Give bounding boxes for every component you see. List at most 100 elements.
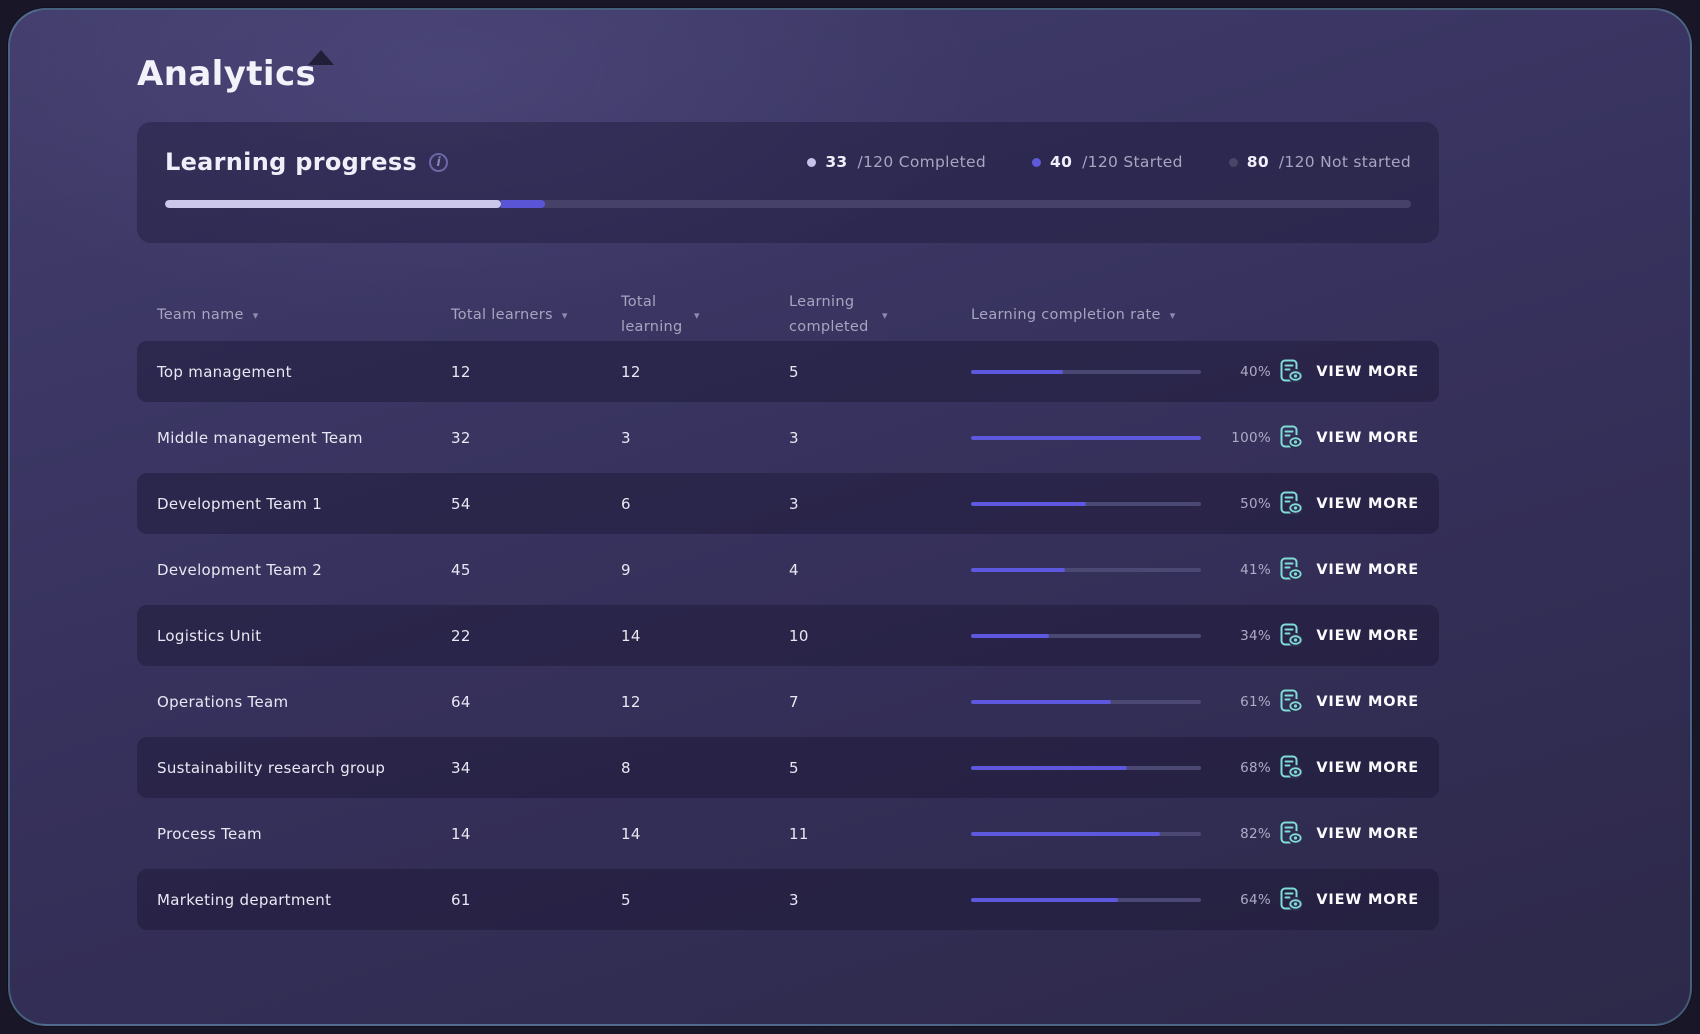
table-row: Sustainability research group 34 8 5 68%… (137, 737, 1439, 798)
view-more-button[interactable]: VIEW MORE (1271, 424, 1419, 451)
app-window: Analytics Learning progress i 33/120 Com… (8, 8, 1692, 1026)
caret-down-icon: ▾ (252, 308, 259, 322)
view-more-button[interactable]: VIEW MORE (1271, 556, 1419, 583)
completion-rate-cell: 68% (971, 760, 1271, 776)
progress-started-segment (501, 200, 546, 208)
stat-completed-value: 33 (825, 153, 848, 171)
page-title: Analytics (137, 54, 317, 94)
total-learning-cell: 6 (621, 494, 631, 513)
overall-progress-bar (165, 200, 1411, 208)
rate-progress-track (971, 633, 1201, 638)
rate-progress-fill (971, 369, 1063, 374)
rate-progress-fill (971, 435, 1201, 440)
learning-progress-card: Learning progress i 33/120 Completed 40/… (137, 122, 1439, 243)
learning-progress-stats: 33/120 Completed 40/120 Started 80/120 N… (807, 153, 1411, 171)
team-name-cell: Process Team (157, 824, 262, 843)
rate-percentage: 34% (1240, 627, 1271, 644)
document-eye-icon (1280, 821, 1303, 845)
stat-completed-label: /120 Completed (857, 153, 986, 171)
main-content: Analytics Learning progress i 33/120 Com… (137, 10, 1444, 935)
table-row: Operations Team 64 12 7 61% VIEW MORE (137, 671, 1439, 732)
caret-down-icon: ▾ (694, 308, 700, 322)
learning-completed-cell: 4 (789, 560, 799, 579)
learning-completed-cell: 10 (789, 626, 809, 645)
total-learning-cell: 8 (621, 758, 631, 777)
rate-progress-track (971, 567, 1201, 572)
rate-progress-fill (971, 897, 1119, 902)
team-name-cell: Marketing department (157, 890, 332, 909)
document-eye-icon (1280, 491, 1303, 515)
completion-rate-cell: 64% (971, 892, 1271, 908)
document-eye-icon (1280, 623, 1303, 647)
total-learners-cell: 12 (451, 362, 471, 381)
stat-started: 40/120 Started (1031, 153, 1183, 171)
page-header: Analytics (137, 50, 1444, 94)
column-header-team-name[interactable]: Team name ▾ (157, 307, 259, 323)
info-icon[interactable]: i (429, 152, 449, 172)
column-header-total-learners[interactable]: Total learners ▾ (451, 307, 568, 323)
cursor-caret-icon (308, 50, 335, 65)
document-eye-icon (1280, 359, 1303, 383)
completion-rate-cell: 41% (971, 562, 1271, 578)
rate-percentage: 100% (1231, 429, 1271, 446)
table-row: Marketing department 61 5 3 64% VIEW MOR… (137, 869, 1439, 930)
rate-progress-fill (971, 831, 1160, 836)
column-header-learning-completed[interactable]: Learning completed ▾ (789, 294, 888, 335)
table-row: Middle management Team 32 3 3 100% VIEW … (137, 407, 1439, 468)
completion-rate-cell: 100% (971, 430, 1271, 446)
learning-completed-cell: 5 (789, 362, 799, 381)
learning-completed-cell: 7 (789, 692, 799, 711)
stat-completed: 33/120 Completed (807, 153, 986, 171)
learning-completed-cell: 3 (789, 428, 799, 447)
completion-rate-cell: 82% (971, 826, 1271, 842)
rate-progress-track (971, 435, 1201, 440)
rate-percentage: 68% (1240, 759, 1271, 776)
table-row: Top management 12 12 5 40% VIEW MORE (137, 341, 1439, 402)
total-learners-cell: 54 (451, 494, 471, 513)
document-eye-icon (1280, 755, 1303, 779)
rate-progress-track (971, 765, 1201, 770)
team-name-cell: Operations Team (157, 692, 289, 711)
view-more-label: VIEW MORE (1316, 627, 1419, 644)
learning-completed-cell: 3 (789, 890, 799, 909)
table-body: Top management 12 12 5 40% VIEW MORE Mid… (137, 341, 1439, 930)
total-learning-cell: 14 (621, 626, 641, 645)
stat-not-started-value: 80 (1246, 153, 1269, 171)
view-more-button[interactable]: VIEW MORE (1271, 688, 1419, 715)
view-more-label: VIEW MORE (1316, 693, 1419, 710)
column-header-completion-rate[interactable]: Learning completion rate ▾ (971, 307, 1176, 323)
view-more-label: VIEW MORE (1316, 429, 1419, 446)
total-learners-cell: 34 (451, 758, 471, 777)
rate-progress-track (971, 897, 1201, 902)
total-learning-cell: 3 (621, 428, 631, 447)
rate-progress-track (971, 369, 1201, 374)
total-learners-cell: 45 (451, 560, 471, 579)
learning-progress-title: Learning progress (165, 148, 418, 176)
column-header-total-learning[interactable]: Total learning ▾ (621, 294, 700, 335)
view-more-label: VIEW MORE (1316, 759, 1419, 776)
document-eye-icon (1280, 689, 1303, 713)
started-dot-icon (1031, 157, 1041, 167)
total-learners-cell: 14 (451, 824, 471, 843)
view-more-label: VIEW MORE (1316, 495, 1419, 512)
completion-rate-cell: 34% (971, 628, 1271, 644)
view-more-button[interactable]: VIEW MORE (1271, 886, 1419, 913)
view-more-button[interactable]: VIEW MORE (1271, 754, 1419, 781)
total-learning-cell: 5 (621, 890, 631, 909)
table-row: Development Team 1 54 6 3 50% VIEW MORE (137, 473, 1439, 534)
rate-percentage: 50% (1240, 495, 1271, 512)
view-more-button[interactable]: VIEW MORE (1271, 358, 1419, 385)
document-eye-icon (1280, 887, 1303, 911)
table-row: Logistics Unit 22 14 10 34% VIEW MORE (137, 605, 1439, 666)
view-more-button[interactable]: VIEW MORE (1271, 622, 1419, 649)
document-eye-icon (1280, 425, 1303, 449)
stat-not-started: 80/120 Not started (1228, 153, 1411, 171)
rate-percentage: 64% (1240, 891, 1271, 908)
rate-percentage: 61% (1240, 693, 1271, 710)
view-more-button[interactable]: VIEW MORE (1271, 490, 1419, 517)
view-more-label: VIEW MORE (1316, 561, 1419, 578)
team-name-cell: Logistics Unit (157, 626, 262, 645)
view-more-button[interactable]: VIEW MORE (1271, 820, 1419, 847)
stat-started-label: /120 Started (1082, 153, 1183, 171)
not-started-dot-icon (1228, 157, 1238, 167)
